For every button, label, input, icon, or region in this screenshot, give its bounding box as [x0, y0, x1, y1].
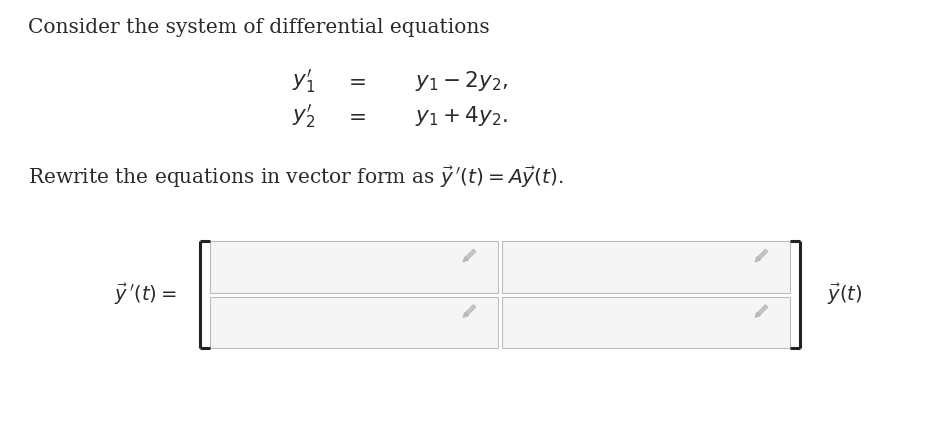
Text: $y_1 - 2y_2,$: $y_1 - 2y_2,$	[415, 69, 508, 93]
Bar	[210, 241, 498, 293]
Bar	[210, 296, 498, 348]
Polygon shape	[755, 257, 761, 262]
Text: $=$: $=$	[344, 70, 366, 92]
Polygon shape	[463, 312, 469, 317]
Text: $\vec{y}\,'(t) =$: $\vec{y}\,'(t) =$	[114, 282, 177, 307]
Text: $\vec{y}(t)$: $\vec{y}(t)$	[827, 282, 863, 307]
Text: Rewrite the equations in vector form as $\vec{y}\,'(t) = A\vec{y}(t).$: Rewrite the equations in vector form as …	[28, 164, 563, 190]
Text: $=$: $=$	[344, 105, 366, 127]
Text: $y_1 + 4y_2.$: $y_1 + 4y_2.$	[415, 104, 508, 128]
Polygon shape	[464, 305, 476, 316]
Bar	[502, 241, 790, 293]
Polygon shape	[756, 305, 768, 316]
Polygon shape	[755, 312, 761, 317]
Bar	[502, 296, 790, 348]
Polygon shape	[756, 249, 768, 261]
Text: $y_2'$: $y_2'$	[292, 102, 315, 130]
Text: Consider the system of differential equations: Consider the system of differential equa…	[28, 18, 489, 37]
Polygon shape	[463, 257, 469, 262]
Text: $y_1'$: $y_1'$	[292, 67, 315, 95]
Polygon shape	[464, 249, 476, 261]
